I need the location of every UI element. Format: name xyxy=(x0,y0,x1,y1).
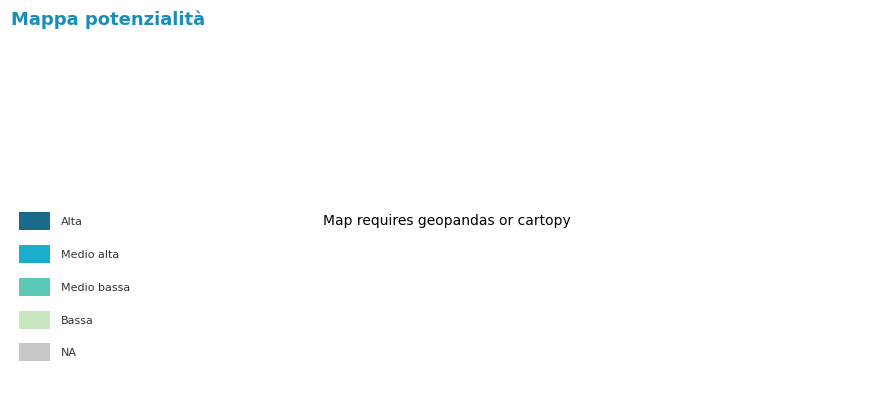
Text: Map requires geopandas or cartopy: Map requires geopandas or cartopy xyxy=(323,214,571,228)
Text: Medio alta: Medio alta xyxy=(61,249,119,259)
Text: NA: NA xyxy=(61,348,77,357)
Bar xyxy=(19,344,49,362)
Text: Medio bassa: Medio bassa xyxy=(61,282,130,292)
Bar xyxy=(19,278,49,296)
Bar xyxy=(19,213,49,231)
Text: Bassa: Bassa xyxy=(61,315,94,325)
Bar xyxy=(19,245,49,263)
Text: Alta: Alta xyxy=(61,217,82,227)
Bar xyxy=(19,311,49,329)
Text: Mappa potenzialità: Mappa potenzialità xyxy=(11,10,205,29)
